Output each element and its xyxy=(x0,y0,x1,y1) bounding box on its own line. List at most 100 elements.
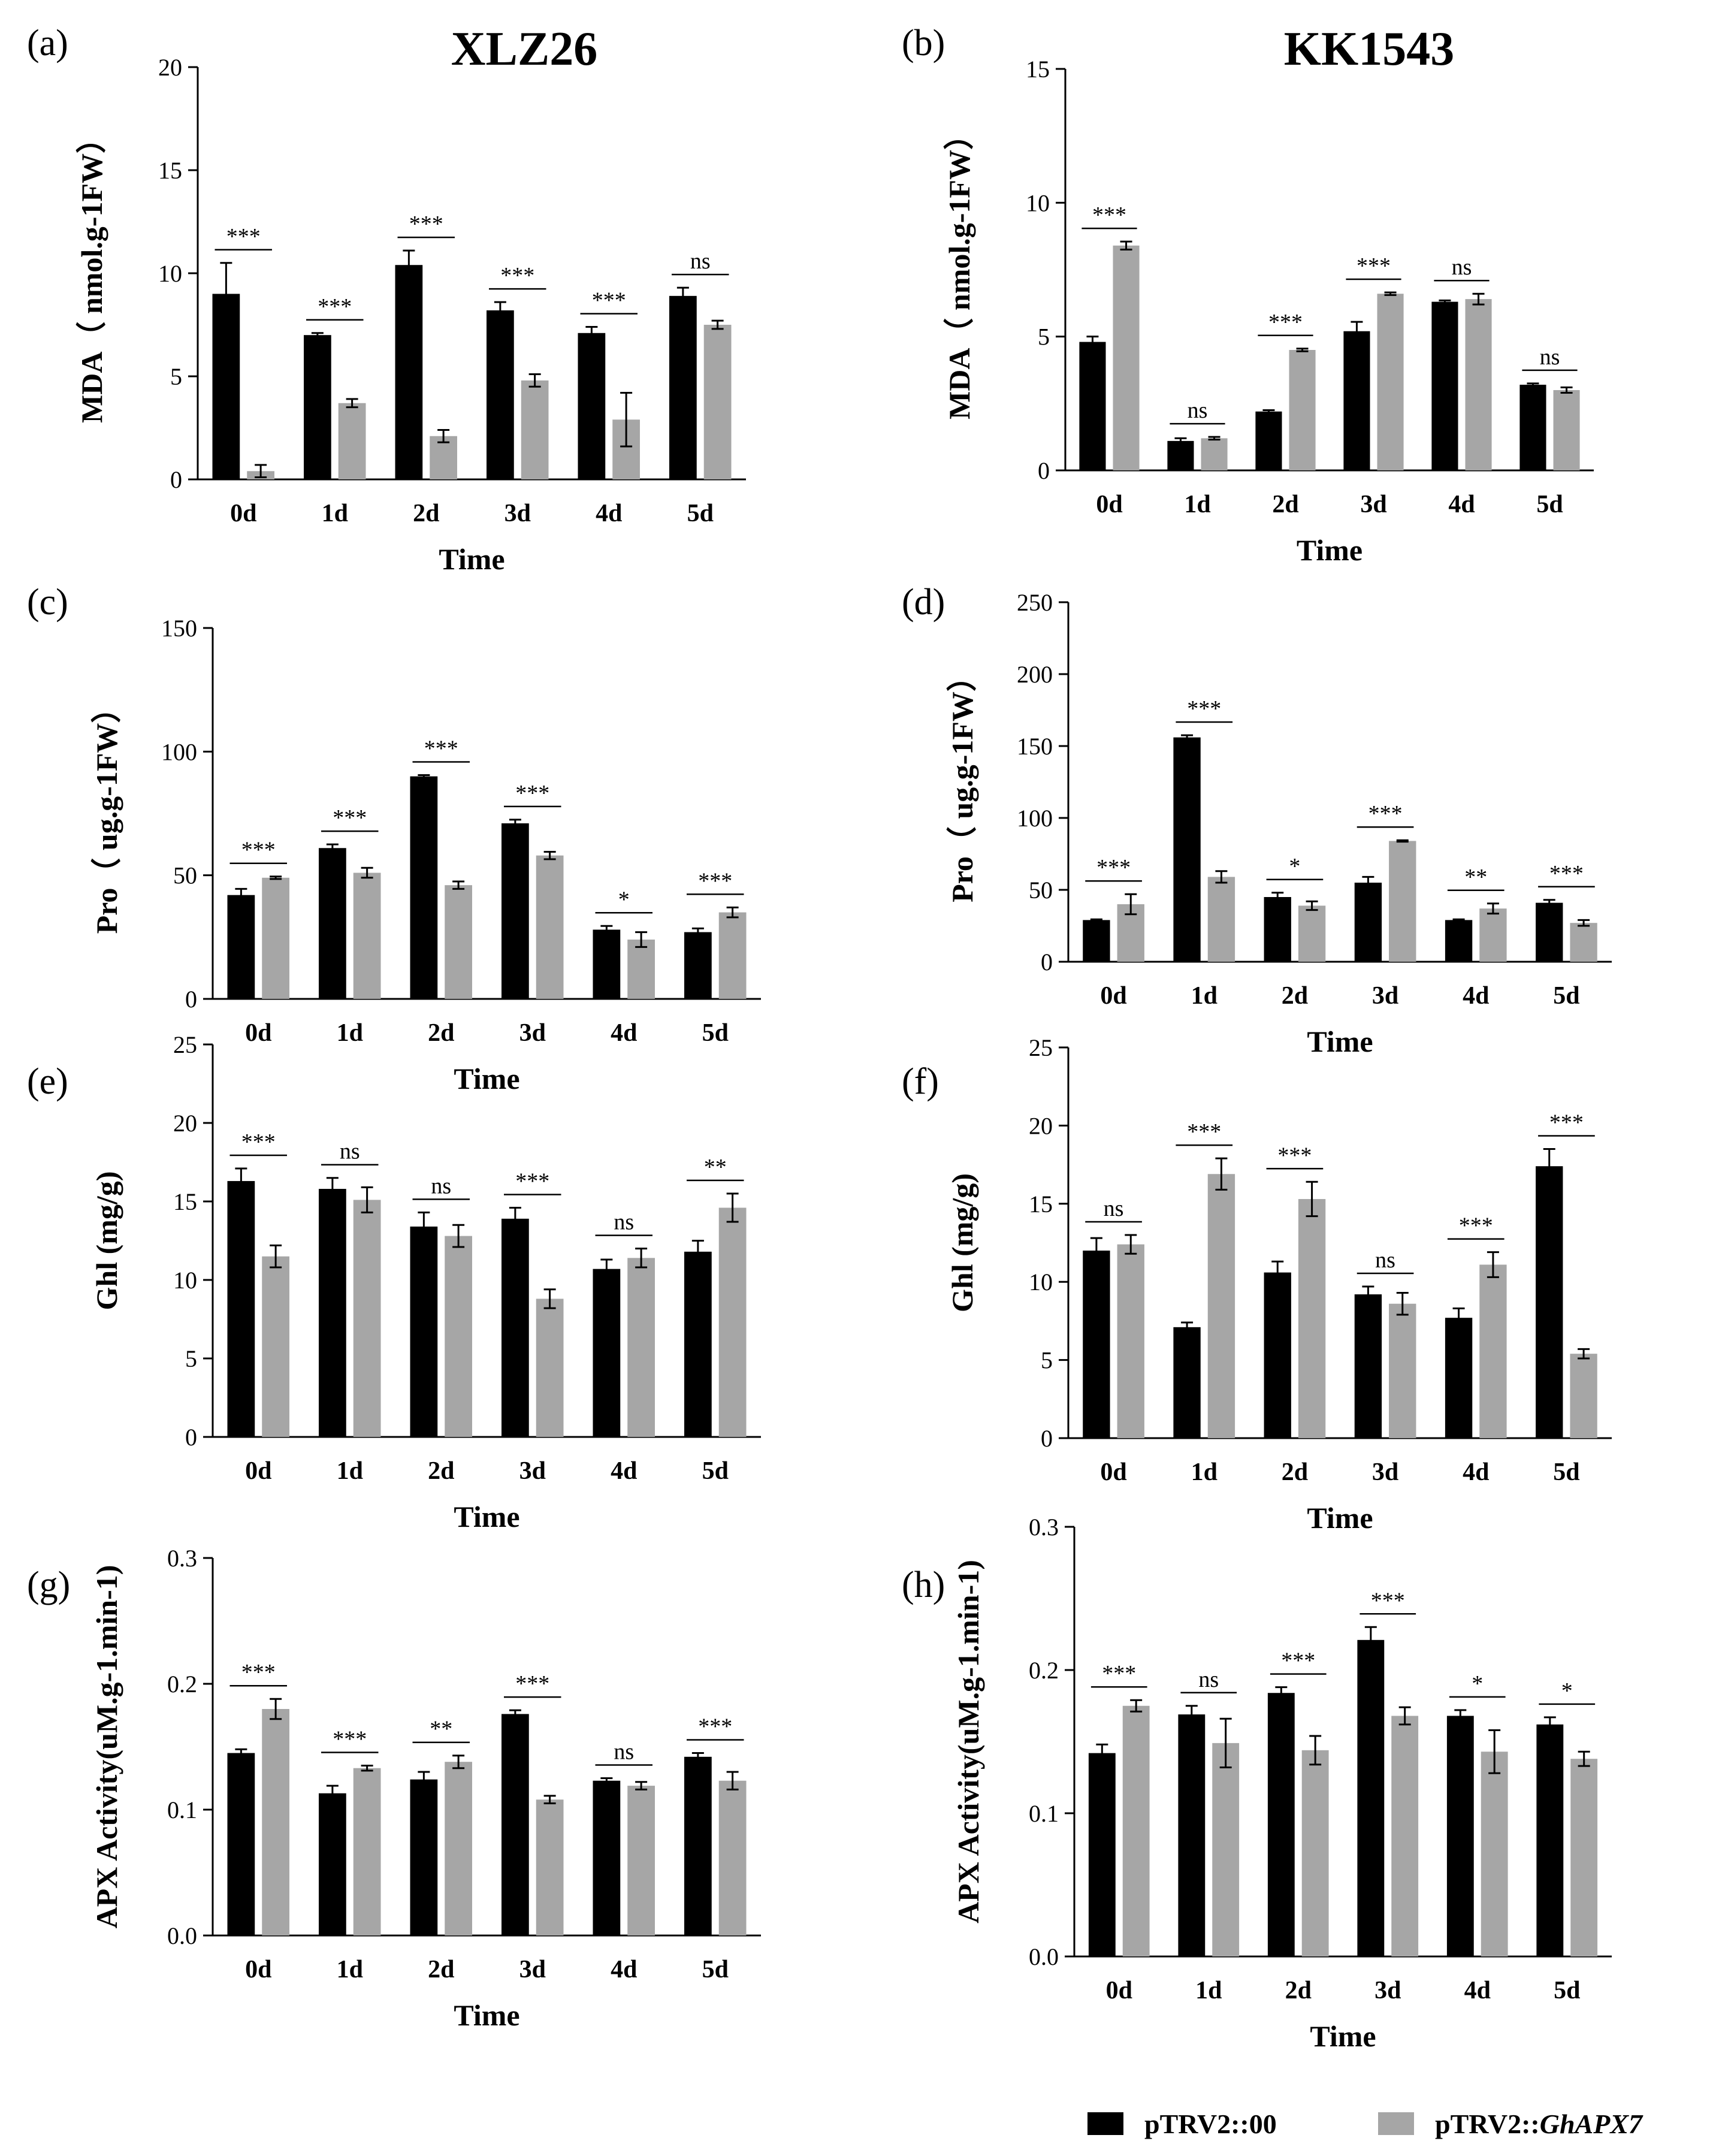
panel-a-bar-s2 xyxy=(521,380,549,479)
panel-h-bar-s1 xyxy=(1178,1714,1206,1956)
legend-label-series2: pTRV2::GhAPX7 xyxy=(1435,2109,1644,2139)
panel-a-y-tick-label: 15 xyxy=(158,157,182,184)
panel-g-bar-s1 xyxy=(319,1793,346,1935)
panel-e-label: (e) xyxy=(27,1061,68,1102)
panel-b-bar-s2 xyxy=(1465,299,1492,470)
panel-d-sig-label: *** xyxy=(1096,855,1131,880)
panel-f-category-label: 2d xyxy=(1282,1459,1308,1486)
panel-e-bar-s2 xyxy=(718,1207,747,1437)
panel-b-y-tick-label: 5 xyxy=(1038,324,1050,351)
panel-e-category-label: 5d xyxy=(702,1457,729,1485)
panel-b-category-label: 3d xyxy=(1360,491,1386,518)
panel-a-category-label: 4d xyxy=(596,500,622,527)
panel-f-bar-s1 xyxy=(1083,1251,1110,1438)
panel-g-category-label: 1d xyxy=(337,1956,363,1983)
panel-e-bar-s1 xyxy=(227,1180,255,1437)
panel-g-sig-label: *** xyxy=(698,1714,732,1740)
panel-a-y-tick-label: 10 xyxy=(158,260,182,287)
panel-h-sig-label: ns xyxy=(1198,1667,1219,1692)
panel-d-bar-s1 xyxy=(1445,920,1473,962)
panel-f-category-label: 1d xyxy=(1191,1459,1218,1486)
panel-b-bar-s1 xyxy=(1519,385,1546,470)
panel-a-bar-s1 xyxy=(487,310,514,479)
panel-c-category-label: 3d xyxy=(519,1019,546,1047)
panel-a-category-label: 3d xyxy=(504,500,531,527)
panel-b-bar-s2 xyxy=(1113,245,1140,470)
panel-b-category-label: 2d xyxy=(1272,491,1298,518)
panel-d-sig-label: ** xyxy=(1464,865,1487,890)
panel-e-y-tick-label: 5 xyxy=(185,1345,197,1372)
panel-a-sig-label: *** xyxy=(592,288,626,313)
panel-c-bar-s2 xyxy=(718,912,747,999)
panel-d-y-tick-label: 150 xyxy=(1017,733,1053,760)
panel-a-bar-s1 xyxy=(669,295,697,479)
panel-h-category-label: 0d xyxy=(1106,1977,1132,2004)
legend-label-series2-main: GhAPX7 xyxy=(1540,2109,1644,2139)
panel-d-y-tick-label: 200 xyxy=(1017,661,1053,688)
panel-h-sig-label: *** xyxy=(1371,1588,1405,1613)
panel-f-sig-label: *** xyxy=(1549,1110,1584,1136)
panel-g-y-tick-label: 0.3 xyxy=(167,1545,197,1572)
panel-d-y-tick-label: 100 xyxy=(1017,805,1053,832)
panel-b-category-label: 5d xyxy=(1536,491,1563,518)
panel-e-bar-s1 xyxy=(502,1218,529,1437)
panel-d-bar-s1 xyxy=(1536,902,1563,962)
panel-c-bar-s2 xyxy=(445,885,472,999)
panel-a-label: (a) xyxy=(27,23,68,64)
panel-d-y-tick-label: 0 xyxy=(1041,949,1053,976)
panel-c-bar-s1 xyxy=(319,848,346,999)
panel-c-bar-s2 xyxy=(353,872,381,999)
panel-g-bar-s2 xyxy=(445,1762,472,1935)
panel-b-sig-label: ns xyxy=(1188,398,1208,423)
panel-d-category-label: 1d xyxy=(1191,982,1218,1010)
panel-g-y-tick-label: 0.0 xyxy=(167,1922,197,1949)
panel-e-category-label: 4d xyxy=(611,1457,637,1485)
panel-f-bar-s2 xyxy=(1479,1264,1507,1438)
panel-e-y-axis-title: Ghl (mg/g) xyxy=(90,1171,123,1310)
panel-e-category-label: 1d xyxy=(337,1457,363,1485)
panel-a-y-tick-label: 5 xyxy=(170,363,182,390)
panel-f-y-tick-label: 5 xyxy=(1041,1347,1053,1374)
panel-b-y-axis-title: MDA（ nmol.g-1FW） xyxy=(942,120,976,419)
panel-a-bar-s2 xyxy=(338,403,366,479)
panel-h-y-axis-title: APX Activity(uM.g-1.min-1) xyxy=(951,1560,985,1924)
panel-b-y-tick-label: 10 xyxy=(1026,189,1050,216)
panel-c-category-label: 1d xyxy=(337,1019,363,1047)
panel-d-y-axis-title: Pro（ ug.g-1FW） xyxy=(945,662,979,902)
panel-c-bar-s1 xyxy=(684,932,712,999)
panel-g-y-tick-label: 0.2 xyxy=(167,1671,197,1698)
panel-b-category-label: 1d xyxy=(1184,491,1210,518)
panel-b-bar-s2 xyxy=(1201,438,1228,470)
panel-e-category-label: 3d xyxy=(519,1457,546,1485)
panel-f-y-tick-label: 20 xyxy=(1029,1112,1053,1139)
panel-a-category-label: 1d xyxy=(322,500,348,527)
panel-g-bar-s1 xyxy=(410,1779,438,1935)
panel-g-x-axis-title: Time xyxy=(454,1998,519,2032)
panel-g-bar-s1 xyxy=(227,1753,255,1935)
panel-g-sig-label: *** xyxy=(241,1660,276,1685)
panel-f-bar-s1 xyxy=(1445,1318,1473,1438)
panel-e-sig-label: *** xyxy=(241,1130,276,1155)
panel-d-label: (d) xyxy=(902,582,945,623)
panel-b-sig-label: *** xyxy=(1357,253,1391,279)
panel-e-bar-s1 xyxy=(410,1226,438,1437)
panel-a-category-label: 2d xyxy=(413,500,439,527)
panel-b-x-axis-title: Time xyxy=(1297,533,1363,567)
panel-h-category-label: 5d xyxy=(1554,1977,1580,2004)
panel-a-y-tick-label: 0 xyxy=(170,466,182,493)
panel-g-bar-s1 xyxy=(593,1780,621,1935)
panel-f-bar-s2 xyxy=(1298,1198,1326,1438)
panel-b-sig-label: *** xyxy=(1092,203,1126,228)
panel-h-y-tick-label: 0.2 xyxy=(1029,1657,1059,1684)
panel-b-category-label: 4d xyxy=(1448,491,1475,518)
panel-d-bar-s2 xyxy=(1479,908,1507,962)
panel-d-category-label: 3d xyxy=(1372,982,1398,1010)
panel-f-sig-label: ns xyxy=(1104,1196,1124,1221)
panel-d-bar-s2 xyxy=(1570,923,1597,962)
panel-b-bar-s1 xyxy=(1343,331,1370,470)
panel-g-sig-label: ** xyxy=(430,1717,452,1742)
panel-d-y-tick-label: 50 xyxy=(1029,877,1053,904)
panel-f-bar-s2 xyxy=(1570,1354,1597,1438)
panel-c-y-tick-label: 100 xyxy=(161,738,197,765)
panel-g-y-tick-label: 0.1 xyxy=(167,1796,197,1823)
